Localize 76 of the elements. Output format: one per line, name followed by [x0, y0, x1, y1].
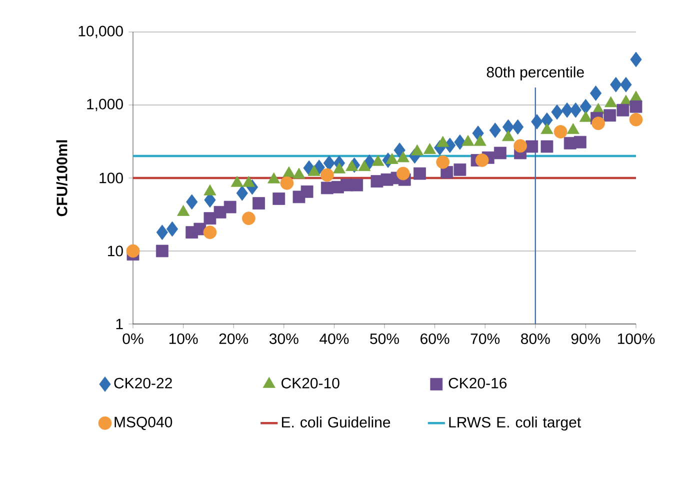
- point: [300, 185, 314, 198]
- point: [514, 139, 528, 153]
- x-tick-label: 50%: [370, 333, 399, 344]
- point: [494, 146, 506, 160]
- point: [280, 176, 294, 190]
- point: [540, 123, 554, 134]
- x-tick-label: 10%: [169, 333, 198, 344]
- point: [512, 119, 524, 135]
- point: [610, 76, 622, 92]
- point: [590, 86, 602, 101]
- point: [540, 140, 554, 153]
- point: [570, 102, 582, 118]
- point: [574, 136, 586, 148]
- y-tick-label: 100: [100, 172, 123, 184]
- point: [502, 130, 514, 142]
- legend-label: LRWS E. coli target: [449, 416, 581, 431]
- point: [320, 168, 334, 182]
- point: [203, 226, 217, 240]
- point: [541, 112, 553, 128]
- point: [394, 142, 406, 158]
- point: [592, 116, 605, 130]
- point: [526, 140, 538, 153]
- y-tick-label: 1,000: [87, 98, 123, 112]
- point: [566, 123, 580, 134]
- point: [252, 197, 265, 210]
- x-tick-label: 100%: [618, 333, 655, 344]
- x-tick-label: 70%: [470, 333, 500, 344]
- point: [561, 102, 573, 118]
- point: [396, 166, 410, 180]
- point: [166, 221, 178, 237]
- legend-label: CK20-10: [282, 378, 340, 388]
- y-axis-title: CFU/100ml: [56, 140, 68, 216]
- point: [156, 244, 168, 258]
- x-tick-label: 60%: [420, 333, 450, 344]
- point: [489, 122, 501, 138]
- point: [346, 160, 358, 172]
- point: [454, 163, 466, 176]
- x-tick-label: 80%: [521, 333, 550, 344]
- legend-label: E. coli Guideline: [282, 416, 390, 428]
- point: [630, 100, 642, 113]
- x-tick-label: 40%: [320, 333, 349, 344]
- point: [580, 98, 592, 114]
- point: [186, 194, 198, 210]
- point: [436, 155, 450, 169]
- ref-line-label: 80th percentile: [486, 66, 584, 80]
- point: [454, 134, 466, 150]
- point: [224, 200, 236, 214]
- y-tick-label: 10,000: [78, 26, 123, 38]
- point: [323, 155, 335, 171]
- point: [630, 52, 642, 68]
- point: [156, 224, 168, 240]
- x-tick-label: 30%: [269, 333, 298, 344]
- y-tick-label: 10: [108, 246, 123, 256]
- point: [620, 76, 632, 92]
- legend-label: CK20-22: [114, 378, 172, 388]
- point: [414, 167, 426, 180]
- point: [629, 112, 643, 126]
- point: [551, 104, 563, 120]
- point: [531, 114, 543, 130]
- point: [604, 109, 616, 122]
- point: [350, 178, 364, 192]
- point: [616, 104, 630, 116]
- point: [126, 244, 140, 258]
- legend-label: MSQ040: [114, 416, 172, 430]
- legend-label: CK20-16: [448, 378, 507, 388]
- point: [475, 154, 489, 167]
- point: [272, 192, 286, 205]
- x-tick-label: 20%: [219, 333, 248, 344]
- x-tick-label: 0%: [122, 333, 144, 344]
- point: [554, 125, 568, 138]
- point: [358, 160, 371, 172]
- point: [236, 185, 248, 201]
- y-tick-label: 1: [116, 318, 123, 330]
- point: [242, 212, 256, 226]
- x-tick-label: 90%: [571, 333, 600, 344]
- point: [604, 96, 618, 108]
